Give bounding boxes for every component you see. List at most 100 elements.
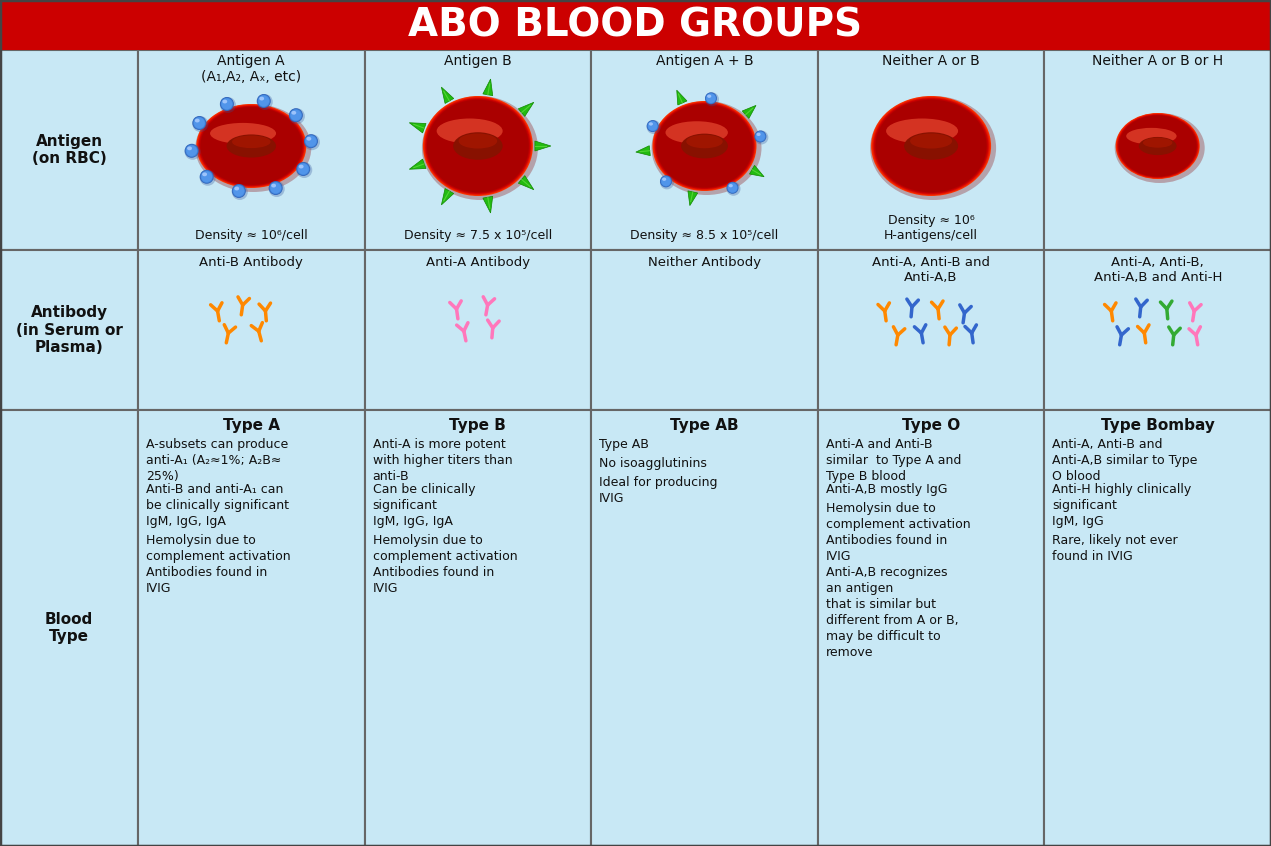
- Ellipse shape: [233, 135, 271, 148]
- Ellipse shape: [661, 177, 671, 186]
- Ellipse shape: [425, 97, 531, 195]
- Bar: [591, 250, 817, 410]
- Ellipse shape: [681, 134, 728, 158]
- Polygon shape: [441, 87, 454, 103]
- Text: Anti-B and anti-A₁ can
be clinically significant: Anti-B and anti-A₁ can be clinically sig…: [146, 483, 289, 512]
- Ellipse shape: [1116, 113, 1199, 179]
- Ellipse shape: [259, 96, 264, 101]
- Ellipse shape: [198, 105, 305, 187]
- Text: Antibodies found in
IVIG: Antibodies found in IVIG: [372, 566, 494, 595]
- Ellipse shape: [728, 184, 733, 187]
- Text: Antigen A
(A₁,A₂, Aₓ, etc): Antigen A (A₁,A₂, Aₓ, etc): [201, 54, 301, 85]
- Text: Density ≈ 8.5 x 10⁵/cell: Density ≈ 8.5 x 10⁵/cell: [630, 229, 779, 242]
- Ellipse shape: [231, 184, 245, 198]
- Text: ABO BLOOD GROUPS: ABO BLOOD GROUPS: [408, 6, 863, 44]
- Ellipse shape: [727, 183, 737, 193]
- Bar: [1045, 50, 1271, 250]
- Ellipse shape: [186, 145, 198, 157]
- Ellipse shape: [886, 118, 958, 144]
- Ellipse shape: [652, 101, 756, 191]
- Bar: [0, 410, 139, 846]
- Ellipse shape: [187, 146, 197, 157]
- Ellipse shape: [1117, 114, 1199, 178]
- Ellipse shape: [656, 104, 754, 189]
- Ellipse shape: [269, 182, 282, 195]
- Ellipse shape: [910, 134, 952, 149]
- Bar: [591, 50, 817, 250]
- Ellipse shape: [660, 175, 672, 187]
- Polygon shape: [483, 79, 493, 96]
- Text: Anti-A is more potent
with higher titers than
anti-B: Anti-A is more potent with higher titers…: [372, 438, 512, 483]
- Polygon shape: [636, 146, 651, 156]
- Bar: [139, 250, 365, 410]
- Ellipse shape: [187, 146, 192, 151]
- Text: Neither A or B or H: Neither A or B or H: [1092, 54, 1223, 68]
- Text: Anti-A,B recognizes
an antigen
that is similar but
different from A or B,
may be: Anti-A,B recognizes an antigen that is s…: [826, 566, 958, 659]
- Polygon shape: [409, 159, 426, 169]
- Bar: [0, 250, 139, 410]
- Ellipse shape: [200, 170, 216, 186]
- Ellipse shape: [1139, 137, 1177, 155]
- Ellipse shape: [662, 178, 666, 181]
- Text: IgM, IgG, IgA: IgM, IgG, IgA: [146, 515, 226, 528]
- Ellipse shape: [233, 184, 245, 197]
- Bar: [817, 410, 1045, 846]
- Ellipse shape: [221, 98, 233, 110]
- Ellipse shape: [648, 123, 653, 125]
- Bar: [817, 250, 1045, 410]
- Ellipse shape: [304, 135, 318, 148]
- Text: Ideal for producing
IVIG: Ideal for producing IVIG: [599, 476, 718, 505]
- Bar: [139, 410, 365, 846]
- Text: Neither Antibody: Neither Antibody: [648, 256, 761, 269]
- Text: Rare, likely not ever
found in IVIG: Rare, likely not ever found in IVIG: [1052, 534, 1178, 563]
- Bar: [0, 0, 1271, 50]
- Ellipse shape: [707, 95, 712, 98]
- Ellipse shape: [193, 117, 206, 129]
- Ellipse shape: [454, 132, 502, 160]
- Ellipse shape: [707, 94, 716, 103]
- Ellipse shape: [653, 102, 756, 190]
- Ellipse shape: [656, 104, 752, 188]
- Ellipse shape: [437, 118, 502, 144]
- Text: Hemolysin due to
complement activation: Hemolysin due to complement activation: [372, 534, 517, 563]
- Text: Type O: Type O: [902, 418, 960, 433]
- Ellipse shape: [1116, 113, 1200, 179]
- Ellipse shape: [197, 105, 305, 187]
- Ellipse shape: [200, 107, 302, 185]
- Ellipse shape: [184, 144, 201, 160]
- Ellipse shape: [192, 116, 206, 130]
- Ellipse shape: [297, 162, 309, 175]
- Ellipse shape: [705, 92, 717, 104]
- Ellipse shape: [220, 97, 236, 113]
- Ellipse shape: [257, 94, 271, 108]
- Ellipse shape: [289, 108, 302, 122]
- Ellipse shape: [755, 131, 765, 142]
- Ellipse shape: [755, 130, 766, 142]
- Polygon shape: [519, 176, 534, 190]
- Ellipse shape: [871, 96, 991, 196]
- Ellipse shape: [422, 96, 538, 200]
- Ellipse shape: [231, 184, 248, 200]
- Ellipse shape: [871, 96, 996, 200]
- Ellipse shape: [198, 106, 304, 186]
- Ellipse shape: [304, 135, 320, 151]
- Ellipse shape: [756, 132, 765, 141]
- Ellipse shape: [1115, 113, 1205, 183]
- Bar: [139, 50, 365, 250]
- Text: Anti-H highly clinically
significant: Anti-H highly clinically significant: [1052, 483, 1192, 512]
- Text: Anti-A, Anti-B and
Anti-A,B similar to Type
O blood: Anti-A, Anti-B and Anti-A,B similar to T…: [1052, 438, 1197, 483]
- Text: Anti-A Antibody: Anti-A Antibody: [426, 256, 530, 269]
- Ellipse shape: [305, 135, 318, 147]
- Ellipse shape: [660, 175, 674, 190]
- Polygon shape: [483, 196, 493, 213]
- Ellipse shape: [297, 163, 309, 174]
- Text: Antigen A + B: Antigen A + B: [656, 54, 754, 68]
- Polygon shape: [519, 102, 534, 117]
- Text: Antibodies found in
IVIG: Antibodies found in IVIG: [146, 566, 267, 595]
- Ellipse shape: [426, 99, 530, 193]
- Text: Hemolysin due to
complement activation: Hemolysin due to complement activation: [146, 534, 291, 563]
- Polygon shape: [676, 91, 686, 105]
- Bar: [1045, 410, 1271, 846]
- Text: Anti-A,B mostly IgG: Anti-A,B mostly IgG: [826, 483, 947, 496]
- Text: Antibody
(in Serum or
Plasma): Antibody (in Serum or Plasma): [15, 305, 122, 355]
